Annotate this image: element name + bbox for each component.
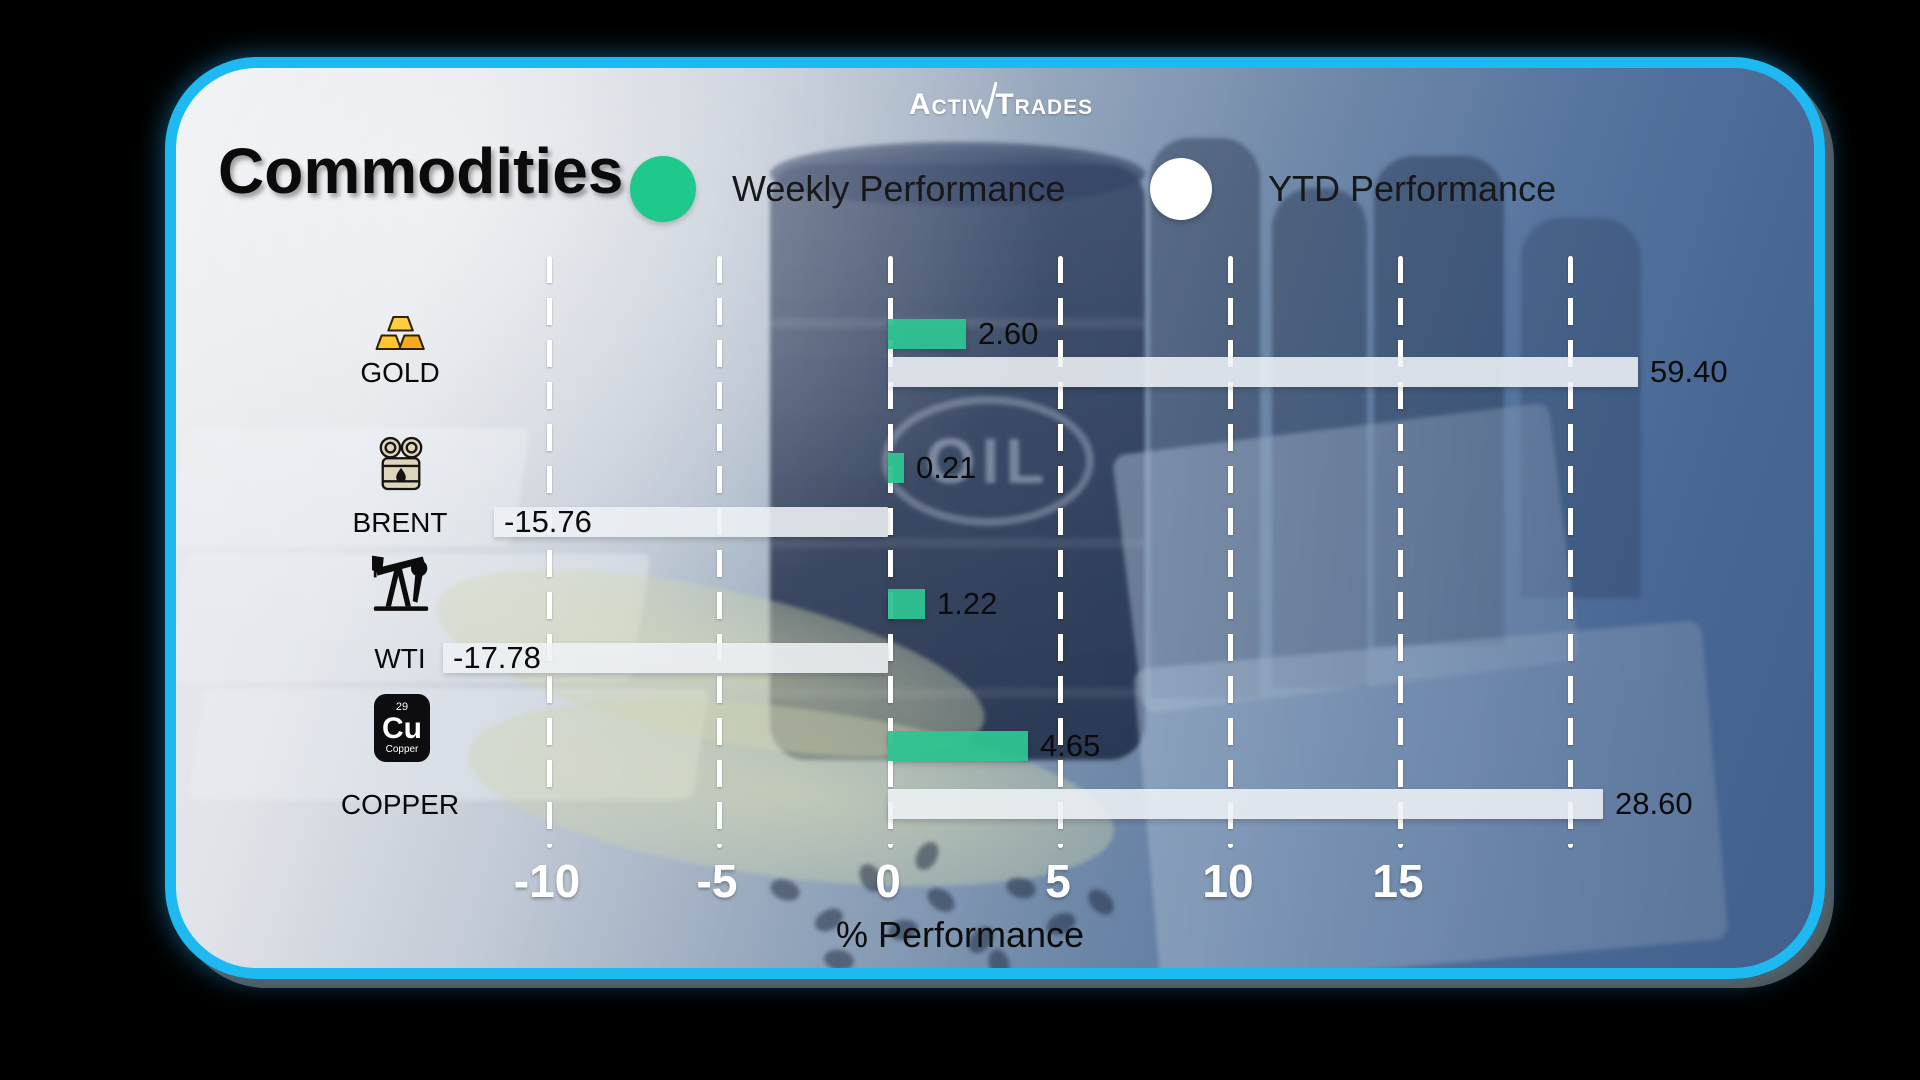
category-label-wti: WTI <box>374 643 426 674</box>
page-title: Commodities <box>218 135 624 207</box>
ytd-bar-copper <box>888 789 1603 819</box>
oil-barrels-icon <box>376 436 426 497</box>
gridline-zero <box>888 256 893 848</box>
weekly-bar-copper <box>888 731 1028 761</box>
gridline <box>1568 256 1573 848</box>
copper-element-icon: 29 Cu Copper <box>374 694 430 762</box>
weekly-value-gold: 2.60 <box>978 316 1039 351</box>
ytd-bar-brent <box>494 507 888 537</box>
copper-element-name: Copper <box>385 743 419 755</box>
weekly-value-brent: 0.21 <box>916 450 977 485</box>
ytd-value-brent: -15.76 <box>504 504 592 539</box>
gridline <box>547 256 552 848</box>
oil-pumpjack-icon <box>372 548 430 619</box>
ytd-bar-gold <box>888 357 1638 387</box>
copper-symbol: Cu <box>382 711 422 745</box>
ytd-legend-label: YTD Performance <box>1268 168 1557 209</box>
logo-word-activ: Activ <box>908 88 984 121</box>
logo-word-trades: Trades <box>995 88 1094 121</box>
category-label-gold: GOLD <box>360 357 440 388</box>
weekly-legend-dot-icon <box>630 156 696 222</box>
x-tick: -10 <box>513 855 581 907</box>
logo-slash-icon <box>980 81 998 128</box>
gold-bars-icon <box>374 314 428 357</box>
ytd-value-gold: 59.40 <box>1650 354 1728 389</box>
gridline <box>717 256 722 848</box>
copper-atomic-number: 29 <box>395 700 409 713</box>
x-tick: 0 <box>875 855 901 907</box>
x-tick: -5 <box>696 855 738 907</box>
ytd-legend-dot-icon <box>1150 158 1212 220</box>
x-tick: 10 <box>1202 855 1254 907</box>
ytd-bar-wti <box>443 643 888 673</box>
gridline <box>1228 256 1233 848</box>
category-label-copper: COPPER <box>340 789 460 820</box>
category-label-brent: BRENT <box>352 507 448 538</box>
gridline <box>1058 256 1063 848</box>
ytd-value-copper: 28.60 <box>1615 786 1693 821</box>
weekly-bar-wti <box>888 589 925 619</box>
x-tick: 15 <box>1372 855 1424 907</box>
weekly-bar-brent <box>888 453 904 483</box>
weekly-value-wti: 1.22 <box>937 586 998 621</box>
weekly-value-copper: 4.65 <box>1040 728 1101 763</box>
x-axis-title: % Performance <box>835 914 1085 955</box>
activtrades-logo: Activ Trades <box>876 81 1126 128</box>
ytd-value-wti: -17.78 <box>453 640 541 675</box>
weekly-legend-label: Weekly Performance <box>732 168 1066 209</box>
x-tick: 5 <box>1045 855 1071 907</box>
gridline <box>1398 256 1403 848</box>
weekly-bar-gold <box>888 319 966 349</box>
